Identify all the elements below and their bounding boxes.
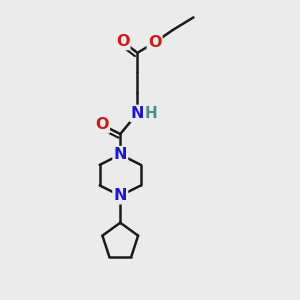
Text: N: N [131,106,144,121]
Text: H: H [145,106,158,121]
Text: O: O [95,117,109,132]
Text: O: O [148,35,161,50]
Text: N: N [113,147,127,162]
Text: O: O [116,34,129,49]
Text: N: N [113,188,127,203]
